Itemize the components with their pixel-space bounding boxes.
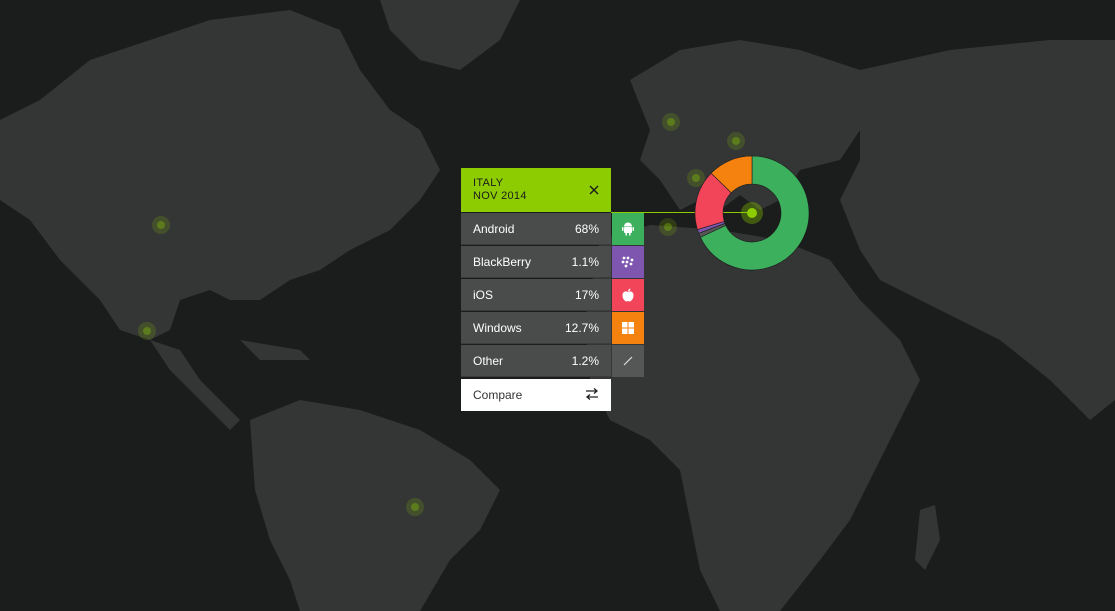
donut-center-dot [747, 208, 757, 218]
android-icon [612, 213, 644, 245]
hotspot-marker [138, 322, 156, 340]
close-button[interactable] [577, 168, 611, 212]
hotspot-marker [406, 498, 424, 516]
central-america-landmass [150, 340, 240, 430]
hotspot-marker [152, 216, 170, 234]
os-row-other[interactable]: Other 1.2% [461, 345, 611, 377]
asia-landmass [840, 40, 1115, 420]
hotspot-marker [692, 174, 700, 182]
hotspot-marker [687, 169, 705, 187]
greenland-landmass [380, 0, 520, 70]
panel-header: ITALY NOV 2014 [461, 168, 611, 212]
os-row-ios[interactable]: iOS 17% [461, 279, 611, 311]
europe-landmass [630, 40, 860, 210]
british-isles [650, 80, 690, 140]
os-share: 12.7% [564, 321, 599, 335]
windows-icon [612, 312, 644, 344]
hotspot-marker [667, 118, 675, 126]
madagascar [915, 505, 940, 570]
os-name: BlackBerry [473, 255, 532, 269]
donut-slice-android[interactable] [700, 155, 810, 271]
hotspot-marker [411, 503, 419, 511]
os-share: 1.1% [571, 255, 599, 269]
country-hotspots[interactable] [138, 113, 745, 516]
hotspot-marker [664, 223, 672, 231]
os-name: Android [473, 222, 515, 236]
os-row-windows[interactable]: Windows 12.7% [461, 312, 611, 344]
country-name: ITALY [473, 177, 504, 189]
os-share: 17% [574, 288, 599, 302]
os-row-blackberry[interactable]: BlackBerry 1.1% [461, 246, 611, 278]
panel-title: ITALY NOV 2014 [473, 177, 527, 203]
africa-landmass [585, 225, 920, 611]
os-name: Other [473, 354, 504, 368]
os-row-android[interactable]: Android 68% [461, 213, 611, 245]
hotspot-marker [732, 137, 740, 145]
os-name: iOS [473, 288, 494, 302]
os-share: 1.2% [571, 354, 599, 368]
compare-label: Compare [473, 388, 523, 402]
period-label: NOV 2014 [473, 190, 527, 202]
compare-button[interactable]: Compare [461, 379, 611, 411]
other-slash-icon [612, 345, 644, 377]
blackberry-icon [612, 246, 644, 278]
south-america-landmass [250, 400, 500, 611]
hotspot-marker [157, 221, 165, 229]
apple-icon [612, 279, 644, 311]
hotspot-marker [659, 218, 677, 236]
hotspot-marker [727, 132, 745, 150]
connector-line [611, 212, 753, 213]
os-share: 68% [574, 222, 599, 236]
close-icon [589, 185, 599, 195]
hotspot-marker [662, 113, 680, 131]
os-name: Windows [473, 321, 522, 335]
hotspot-marker [143, 327, 151, 335]
swap-arrows-icon [585, 388, 599, 400]
market-share-donut[interactable] [693, 154, 811, 272]
donut-slice-windows[interactable] [710, 155, 753, 194]
north-america-landmass [0, 10, 440, 340]
caribbean-islands [240, 340, 310, 360]
